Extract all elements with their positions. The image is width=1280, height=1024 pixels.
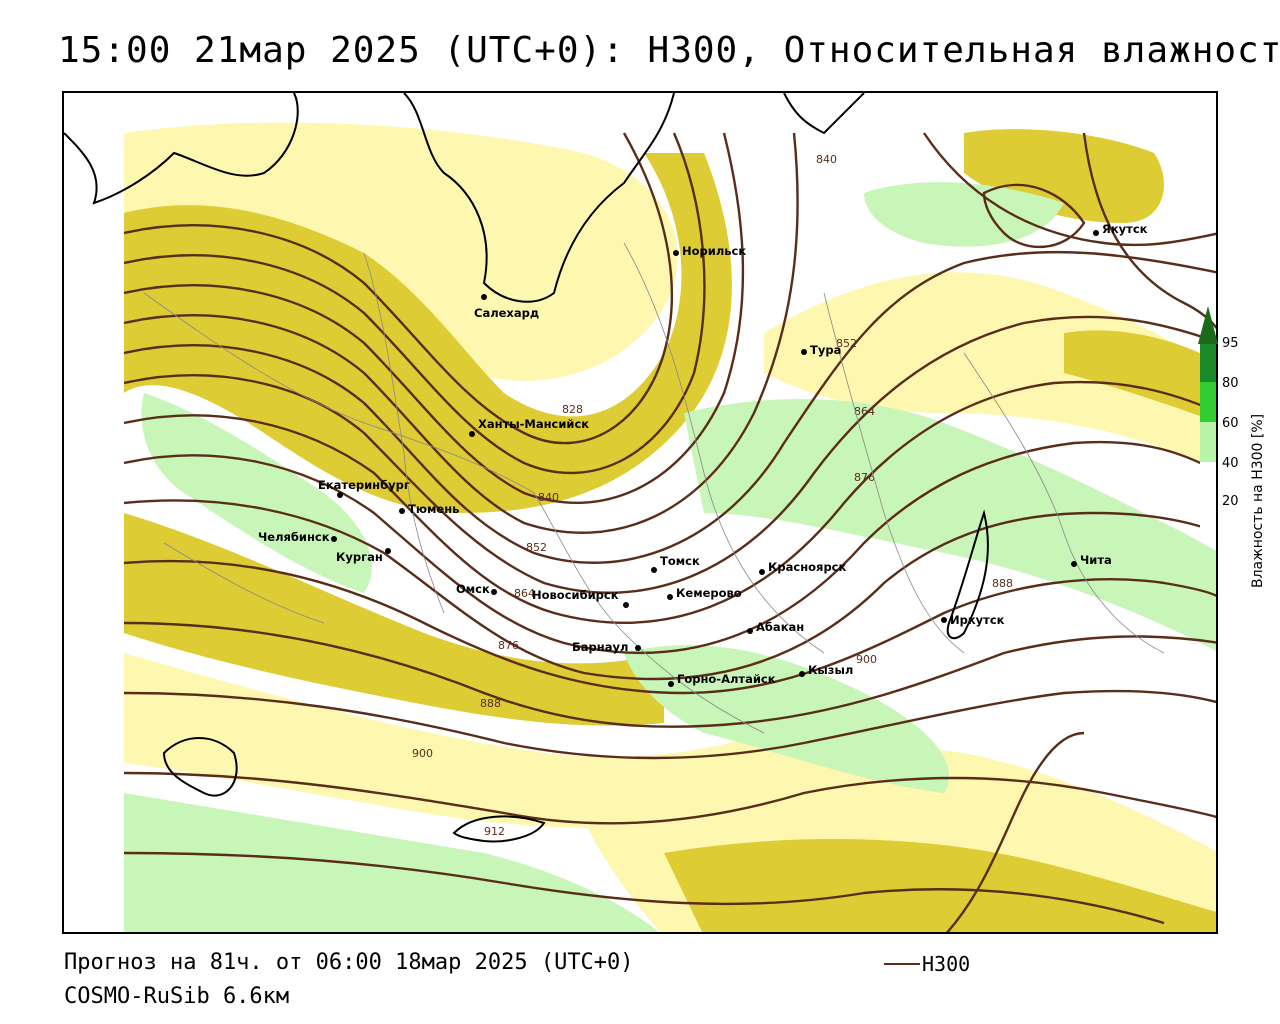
colorbar-80	[1200, 382, 1216, 422]
colorbar-tick: 40	[1222, 456, 1239, 471]
svg-text:Новосибирск: Новосибирск	[532, 588, 619, 602]
legend-label: H300	[922, 952, 971, 976]
colorbar-arrow-icon	[1198, 306, 1218, 344]
svg-text:Екатеринбург: Екатеринбург	[318, 478, 410, 492]
svg-text:Норильск: Норильск	[682, 244, 746, 258]
city-ekb: Екатеринбург	[318, 478, 410, 498]
admin-borders	[143, 242, 1165, 734]
isohypse-labels: 840 852 864 876 828 840 852 864 876 888 …	[412, 153, 1013, 838]
svg-text:Чита: Чита	[1080, 553, 1112, 567]
svg-text:Якутск: Якутск	[1102, 222, 1148, 236]
iso-label: 864	[854, 405, 875, 418]
city-kurgan: Курган	[336, 548, 391, 564]
iso-label: 852	[526, 541, 547, 554]
city-gorno: Горно-Алтайск	[668, 672, 776, 687]
city-tyumen: Тюмень	[399, 502, 459, 516]
colorbar-40	[1200, 462, 1216, 542]
isohypses	[123, 132, 1216, 932]
svg-text:Кемерово: Кемерово	[676, 586, 742, 600]
city-abakan: Абакан	[747, 620, 804, 634]
svg-text:Ханты-Мансийск: Ханты-Мансийск	[478, 417, 589, 431]
svg-text:Курган: Курган	[336, 550, 383, 564]
svg-text:Барнаул: Барнаул	[572, 640, 628, 654]
colorbar-95	[1200, 342, 1216, 382]
svg-text:Красноярск: Красноярск	[768, 560, 846, 574]
svg-text:Тюмень: Тюмень	[408, 502, 459, 516]
iso-label: 912	[484, 825, 505, 838]
city-khanty: Ханты-Мансийск	[469, 417, 589, 437]
city-chita: Чита	[1071, 553, 1112, 567]
city-yakutsk: Якутск	[1093, 222, 1148, 236]
colorbar-title: Влажность на H300 [%]	[1250, 413, 1266, 588]
city-tomsk: Томск	[651, 554, 700, 573]
city-tura: Тура	[801, 343, 841, 357]
iso-label: 828	[562, 403, 583, 416]
forecast-map: 840 852 864 876 828 840 852 864 876 888 …	[62, 91, 1218, 934]
forecast-info: Прогноз на 81ч. от 06:00 18мар 2025 (UTC…	[64, 950, 634, 975]
city-omsk: Омск	[456, 582, 497, 596]
colorbar-tick: 60	[1222, 416, 1239, 431]
svg-text:Горно-Алтайск: Горно-Алтайск	[677, 672, 776, 686]
humidity-colorbar	[1200, 342, 1216, 542]
svg-text:Томск: Томск	[660, 554, 700, 568]
colorbar-tick: 20	[1222, 494, 1239, 509]
iso-label: 852	[836, 337, 857, 350]
iso-label: 840	[538, 491, 559, 504]
city-irkutsk: Иркутск	[941, 613, 1005, 627]
svg-text:Иркутск: Иркутск	[950, 613, 1005, 627]
iso-label: 840	[816, 153, 837, 166]
legend-line-swatch	[884, 963, 920, 965]
model-name: COSMO-RuSib 6.6км	[64, 984, 290, 1009]
svg-text:Абакан: Абакан	[756, 620, 804, 634]
map-canvas: 840 852 864 876 828 840 852 864 876 888 …	[64, 93, 1216, 932]
city-novosibirsk: Новосибирск	[532, 588, 629, 608]
cities: Якутск Норильск Салехард Тура Ханты-Манс…	[258, 222, 1148, 687]
svg-text:Омск: Омск	[456, 582, 490, 596]
iso-label: 888	[992, 577, 1013, 590]
colorbar-tick: 80	[1222, 376, 1239, 391]
svg-text:Тура: Тура	[810, 343, 841, 357]
svg-text:Кызыл: Кызыл	[808, 663, 853, 677]
city-norilsk: Норильск	[673, 244, 746, 258]
city-krasnoyarsk: Красноярск	[759, 560, 846, 575]
humidity-fields	[124, 122, 1216, 932]
city-salekhard: Салехард	[474, 294, 539, 320]
iso-label: 864	[514, 587, 535, 600]
iso-label: 900	[412, 747, 433, 760]
city-kemerovo: Кемерово	[667, 586, 742, 600]
svg-text:Салехард: Салехард	[474, 306, 539, 320]
svg-text:Челябинск: Челябинск	[258, 530, 330, 544]
city-barnaul: Барнаул	[572, 640, 641, 654]
iso-label: 876	[854, 471, 875, 484]
iso-label: 900	[856, 653, 877, 666]
iso-label: 876	[498, 639, 519, 652]
coastlines	[64, 93, 989, 843]
city-chelyabinsk: Челябинск	[258, 530, 337, 544]
iso-label: 888	[480, 697, 501, 710]
colorbar-tick: 95	[1222, 336, 1239, 351]
colorbar-60	[1200, 422, 1216, 462]
map-title: 15:00 21мар 2025 (UTC+0): H300, Относите…	[58, 30, 1280, 71]
city-kyzyl: Кызыл	[799, 663, 853, 677]
